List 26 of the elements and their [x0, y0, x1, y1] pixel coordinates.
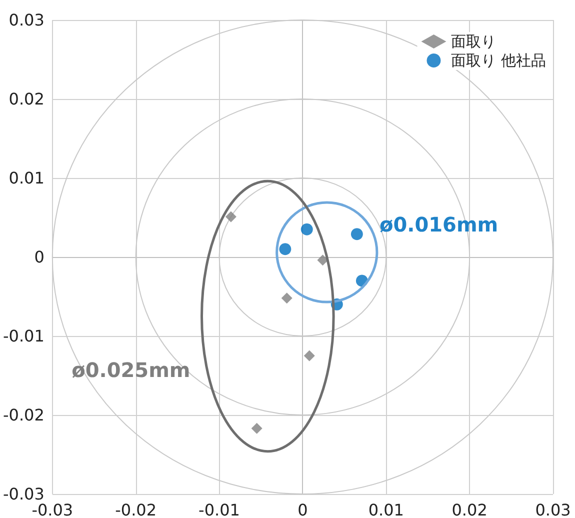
- point: [350, 228, 363, 240]
- legend-label: 面取り: [451, 32, 496, 50]
- point: [225, 211, 236, 222]
- x-tick-label: 0.03: [535, 500, 571, 518]
- x-tick-label: 0.01: [368, 500, 404, 518]
- point: [304, 350, 315, 362]
- y-tick-label: 0.01: [8, 168, 44, 188]
- point: [281, 292, 292, 304]
- point: [279, 243, 292, 256]
- point: [300, 223, 313, 236]
- y-tick-label: 0: [34, 248, 44, 266]
- x-tick-label: 0.02: [452, 500, 488, 518]
- x-tick-label: -0.03: [32, 500, 74, 518]
- y-tick-label: 0.02: [8, 90, 44, 108]
- legend-label: 面取り 他社品: [451, 52, 546, 70]
- x-tick-label: 0: [298, 500, 308, 518]
- annotation: ø0.016mm: [379, 212, 498, 237]
- point: [251, 422, 262, 434]
- point: [317, 254, 328, 266]
- y-tick-label: -0.03: [2, 484, 44, 504]
- y-tick-label: -0.01: [2, 326, 44, 346]
- y-tick-label: 0.03: [8, 10, 44, 30]
- x-tick-label: -0.01: [198, 500, 240, 518]
- annotation: ø0.025mm: [72, 358, 190, 382]
- x-tick-label: -0.02: [115, 500, 157, 518]
- y-tick-label: -0.02: [2, 406, 44, 424]
